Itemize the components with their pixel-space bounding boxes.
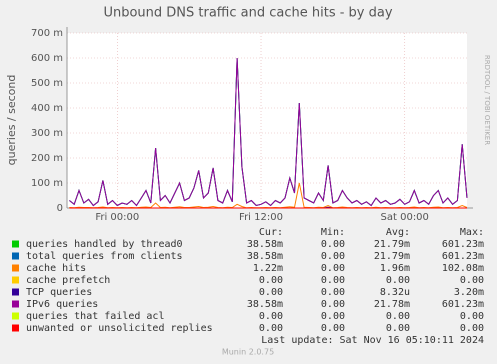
legend-label: unwanted or unsolicited replies xyxy=(26,323,213,334)
stat-value: 0.00 xyxy=(259,275,283,286)
legend-swatch xyxy=(12,312,19,320)
stat-value: 0.00 xyxy=(386,275,410,286)
chart-title: Unbound DNS traffic and cache hits - by … xyxy=(103,6,392,21)
legend-swatch xyxy=(12,300,19,308)
y-tick-label: 100 m xyxy=(31,178,63,189)
legend-swatch xyxy=(12,288,19,296)
legend-label: queries that failed acl xyxy=(26,311,164,322)
y-tick-label: 600 m xyxy=(31,53,63,64)
legend-swatch xyxy=(12,324,19,332)
stat-value: 1.96m xyxy=(380,263,410,274)
legend-label: cache hits xyxy=(26,263,86,274)
stat-value: 102.08m xyxy=(442,263,484,274)
stat-value: 0.00 xyxy=(259,311,283,322)
y-tick-label: 400 m xyxy=(31,103,63,114)
legend-label: TCP queries xyxy=(26,287,92,298)
stat-value: 38.58m xyxy=(247,299,283,310)
stat-value: 0.00 xyxy=(259,287,283,298)
footer: Munin 2.0.75 xyxy=(222,348,274,357)
plot-area xyxy=(67,33,467,208)
stat-value: 0.00 xyxy=(321,311,345,322)
legend-swatch xyxy=(12,264,19,272)
legend-swatch xyxy=(12,240,19,248)
stat-value: 0.00 xyxy=(460,311,484,322)
stat-value: 21.78m xyxy=(374,299,410,310)
y-tick-label: 200 m xyxy=(31,153,63,164)
y-tick-label: 300 m xyxy=(31,128,63,139)
stat-value: 0.00 xyxy=(321,239,345,250)
legend-label: cache prefetch xyxy=(26,275,110,286)
legend-label: queries handled by thread0 xyxy=(26,239,183,250)
stat-value: 0.00 xyxy=(321,263,345,274)
series-line xyxy=(69,57,468,207)
stat-value: 8.32u xyxy=(380,287,410,298)
stat-value: 0.00 xyxy=(386,311,410,322)
stat-value: 0.00 xyxy=(321,299,345,310)
stat-value: 601.23m xyxy=(442,239,484,250)
legend-swatch xyxy=(12,276,19,284)
stat-value: 0.00 xyxy=(259,323,283,334)
x-tick-label: Fri 00:00 xyxy=(95,212,139,223)
stat-value: 38.58m xyxy=(247,251,283,262)
stat-header: Max: xyxy=(460,227,484,238)
stat-header: Avg: xyxy=(386,227,410,238)
side-note: RRDTOOL / TOBI OETIKER xyxy=(483,55,491,145)
y-axis-label: queries / second xyxy=(5,75,18,166)
legend-label: total queries from clients xyxy=(26,251,183,262)
stat-value: 21.79m xyxy=(374,239,410,250)
y-tick-label: 0 xyxy=(57,203,63,214)
stat-value: 0.00 xyxy=(321,275,345,286)
last-update: Last update: Sat Nov 16 05:10:11 2024 xyxy=(261,335,484,346)
stat-value: 0.00 xyxy=(321,287,345,298)
stat-value: 38.58m xyxy=(247,239,283,250)
stat-value: 601.23m xyxy=(442,299,484,310)
legend-swatch xyxy=(12,252,19,260)
stat-value: 3.20m xyxy=(454,287,484,298)
stat-value: 0.00 xyxy=(321,251,345,262)
stat-value: 0.00 xyxy=(321,323,345,334)
stat-value: 0.00 xyxy=(460,323,484,334)
y-tick-label: 500 m xyxy=(31,78,63,89)
stat-value: 1.22m xyxy=(253,263,283,274)
y-tick-label: 700 m xyxy=(31,28,63,39)
x-tick-label: Fri 12:00 xyxy=(239,212,283,223)
stat-value: 0.00 xyxy=(460,275,484,286)
stat-value: 0.00 xyxy=(386,323,410,334)
stat-header: Cur: xyxy=(259,227,283,238)
stat-value: 601.23m xyxy=(442,251,484,262)
stat-header: Min: xyxy=(321,227,345,238)
x-tick-label: Sat 00:00 xyxy=(381,212,429,223)
legend-label: IPv6 queries xyxy=(26,299,98,310)
stat-value: 21.79m xyxy=(374,251,410,262)
